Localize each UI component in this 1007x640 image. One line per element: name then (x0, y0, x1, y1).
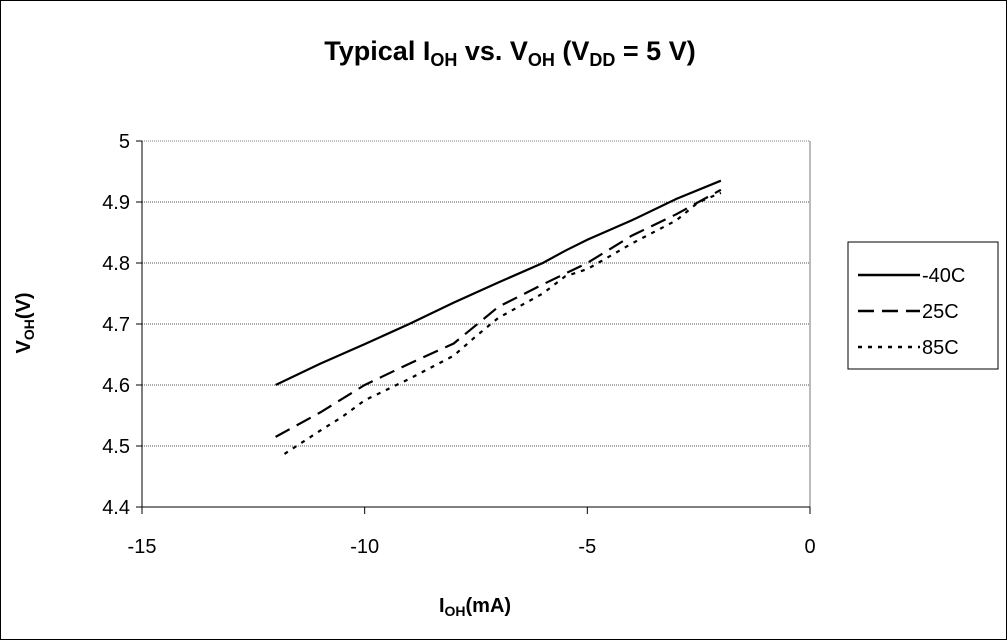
y-axis-label: VOH(V) (13, 292, 37, 353)
series-line-25c (275, 188, 722, 438)
legend-label: 85C (922, 337, 959, 359)
y-tick-label: 4.4 (102, 497, 130, 519)
y-tick-label: 4.5 (102, 436, 130, 458)
series-layer (275, 179, 722, 455)
y-tick-label: 4.8 (102, 253, 130, 275)
axes-layer (136, 140, 811, 514)
legend-box (847, 241, 999, 370)
series-line-85c (283, 191, 722, 455)
y-tick-label: 5 (119, 131, 130, 153)
legend: -40C 25C 85C (847, 241, 999, 370)
y-tick-label: 4.9 (102, 192, 130, 214)
chart-title: Typical IOH vs. VOH (VDD = 5 V) (324, 36, 695, 70)
series-line-40c (275, 179, 722, 386)
x-tick-label: -10 (350, 536, 379, 558)
legend-label: -40C (922, 265, 965, 287)
x-tick-label: -5 (578, 536, 596, 558)
legend-label: 25C (922, 301, 959, 323)
y-tick-label: 4.7 (102, 314, 130, 336)
x-axis-label: IOH(mA) (439, 595, 511, 619)
tick-labels: 4.4 4.5 4.6 4.7 4.8 4.9 5 -15 -10 -5 0 (102, 131, 815, 558)
x-tick-label: 0 (804, 536, 815, 558)
y-tick-label: 4.6 (102, 375, 130, 397)
x-tick-label: -15 (128, 536, 157, 558)
